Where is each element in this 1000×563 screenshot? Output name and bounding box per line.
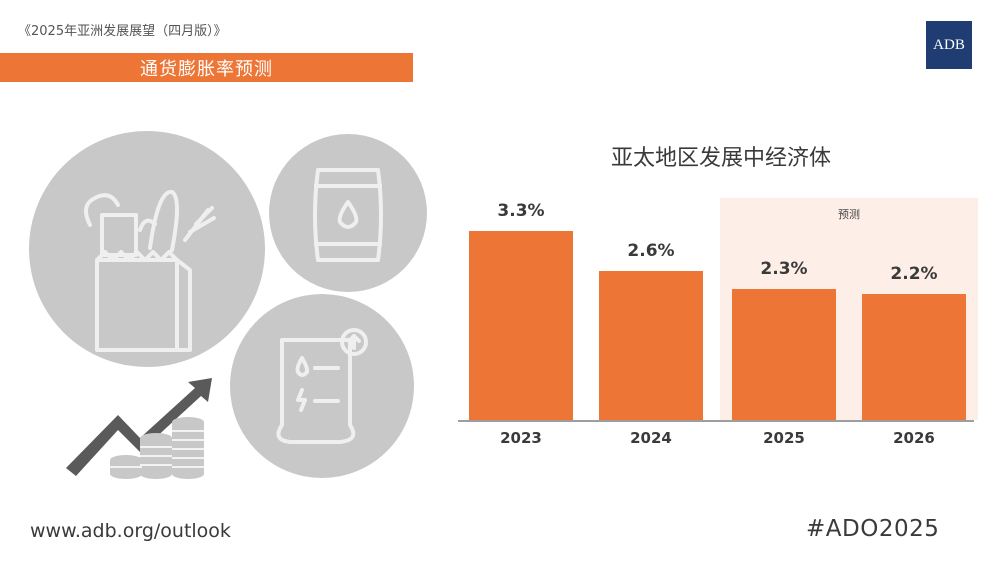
oil-barrel-icon [269, 134, 427, 292]
x-axis-baseline [458, 420, 974, 422]
rising-trend-coins-icon [66, 378, 212, 479]
bar-2025 [732, 288, 836, 420]
forecast-label: 预测 [838, 208, 860, 221]
x-tick-2025: 2025 [763, 429, 805, 447]
logo-text: ADB [933, 36, 965, 53]
section-title-bar: 通货膨胀率预测 [0, 53, 413, 82]
inflation-icons [29, 131, 427, 479]
x-tick-2026: 2026 [893, 429, 935, 447]
bar-2023 [469, 231, 573, 420]
chart-title: 亚太地区发展中经济体 [610, 146, 831, 171]
utility-bill-icon [230, 294, 414, 478]
data-label-2025: 2.3% [760, 258, 808, 279]
x-tick-2024: 2024 [630, 429, 672, 447]
bar-2026 [862, 294, 966, 420]
grocery-bag-icon [29, 131, 265, 367]
data-label-2026: 2.2% [890, 264, 938, 285]
footer-hashtag: #ADO2025 [806, 516, 940, 542]
data-label-2024: 2.6% [627, 241, 675, 262]
adb-logo: ADB [926, 21, 972, 69]
bar-2024 [599, 271, 703, 420]
footer-url[interactable]: www.adb.org/outlook [30, 520, 231, 542]
data-label-2023: 3.3% [497, 201, 545, 222]
section-title: 通货膨胀率预测 [140, 58, 273, 80]
x-tick-2023: 2023 [500, 429, 542, 447]
publication-title: 《2025年亚洲发展展望（四月版）》 [18, 24, 227, 39]
